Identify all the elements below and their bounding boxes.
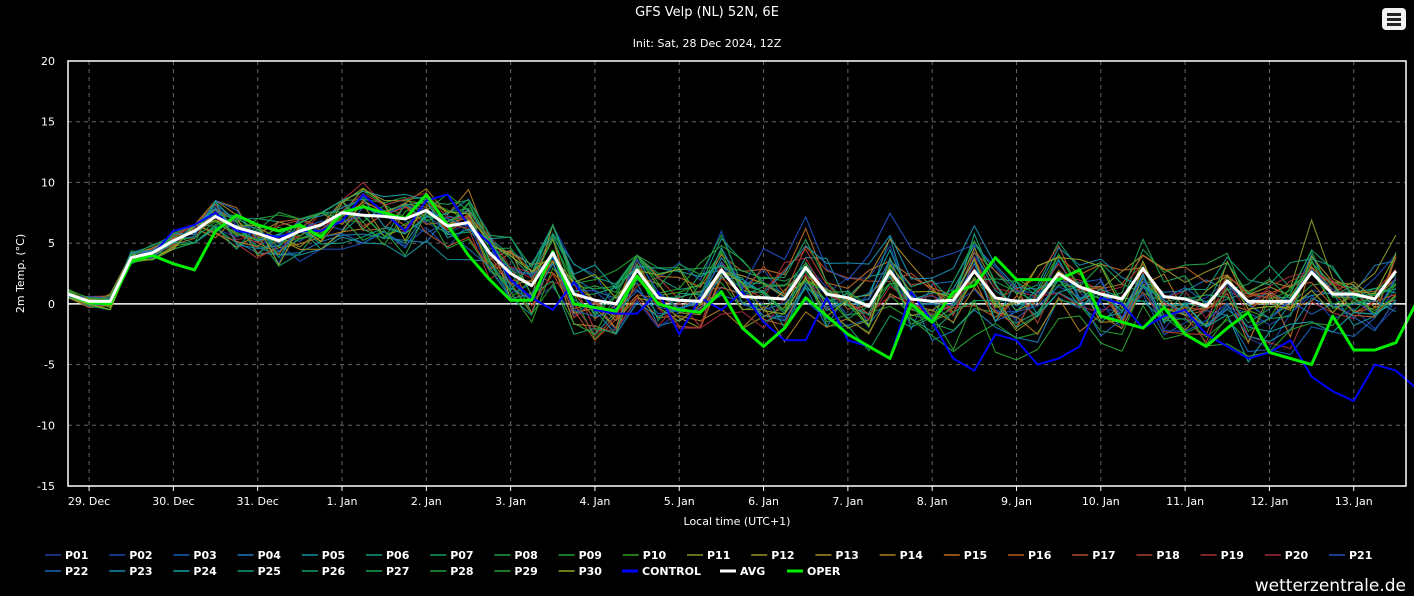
- x-tick-label: 29. Dec: [68, 495, 110, 508]
- chart-subtitle: Init: Sat, 28 Dec 2024, 12Z: [632, 37, 782, 50]
- x-axis-label: Local time (UTC+1): [684, 515, 791, 528]
- brand-watermark: wetterzentrale.de: [1254, 576, 1406, 596]
- legend-label-p14: P14: [900, 549, 924, 562]
- ensemble-line-P20: [67, 192, 1397, 337]
- x-tick-label: 4. Jan: [579, 495, 610, 508]
- x-tick-label: 11. Jan: [1166, 495, 1204, 508]
- x-tick-labels: 29. Dec 30. Dec 31. Dec 1. Jan 2. Jan 3. Jan 4…: [68, 486, 1373, 508]
- legend-label-p09: P09: [579, 549, 602, 562]
- legend-label-p10: P10: [643, 549, 667, 562]
- ensemble-line-P30: [67, 187, 1397, 328]
- legend-label-p06: P06: [386, 549, 410, 562]
- x-tick-label: 10. Jan: [1082, 495, 1120, 508]
- y-tick-label: 20: [41, 55, 55, 68]
- legend-label-p01: P01: [65, 549, 88, 562]
- chart-title: GFS Velp (NL) 52N, 6E: [635, 5, 779, 20]
- ensemble-line-P28: [67, 201, 1397, 334]
- legend-label-p07: P07: [450, 549, 473, 562]
- legend-label-p19: P19: [1221, 549, 1244, 562]
- legend-label-p04: P04: [258, 549, 282, 562]
- legend-label-avg: AVG: [740, 565, 765, 578]
- legend: P01 P02 P03 P04 P05 P06 P07 P08 P09 P10 P11 P12 P13 P…: [45, 549, 1372, 578]
- legend-label-control: CONTROL: [642, 565, 701, 578]
- x-tick-label: 8. Jan: [917, 495, 948, 508]
- x-tick-label: 9. Jan: [1001, 495, 1032, 508]
- x-tick-label: 3. Jan: [495, 495, 526, 508]
- highlight-lines: [67, 193, 1414, 402]
- legend-label-p24: P24: [193, 565, 217, 578]
- chart-grid: [68, 61, 1406, 486]
- x-tick-label: 7. Jan: [832, 495, 863, 508]
- legend-label-p03: P03: [193, 549, 216, 562]
- legend-label-p28: P28: [450, 565, 473, 578]
- legend-label-p29: P29: [514, 565, 537, 578]
- y-tick-label: -10: [37, 419, 55, 432]
- legend-label-p27: P27: [386, 565, 409, 578]
- ensemble-line-P29: [67, 209, 1397, 361]
- ensemble-line-P16: [67, 200, 1397, 330]
- legend-label-p05: P05: [322, 549, 345, 562]
- legend-label-p18: P18: [1156, 549, 1179, 562]
- ensemble-lines: [67, 181, 1397, 364]
- ensemble-line-P21: [67, 200, 1397, 332]
- legend-label-p12: P12: [771, 549, 794, 562]
- plot-frame: [67, 60, 1407, 487]
- legend-label-oper: OPER: [807, 565, 841, 578]
- legend-label-p21: P21: [1349, 549, 1372, 562]
- y-tick-labels: -15 -10 -5 0 5 10 15 20: [37, 55, 55, 493]
- legend-label-p02: P02: [129, 549, 152, 562]
- legend-label-p30: P30: [579, 565, 603, 578]
- x-tick-label: 31. Dec: [237, 495, 279, 508]
- y-tick-label: -5: [44, 359, 55, 372]
- legend-label-p20: P20: [1285, 549, 1309, 562]
- x-tick-label: 1. Jan: [327, 495, 358, 508]
- ensemble-line-P12: [67, 203, 1397, 329]
- legend-label-p08: P08: [514, 549, 537, 562]
- y-tick-label: 0: [48, 298, 55, 311]
- ensemble-line-P04: [67, 209, 1397, 343]
- legend-label-p17: P17: [1092, 549, 1115, 562]
- ensemble-line-P18: [67, 199, 1397, 325]
- x-tick-label: 30. Dec: [152, 495, 194, 508]
- series-line-oper: [67, 193, 1414, 367]
- legend-label-p15: P15: [964, 549, 987, 562]
- ensemble-line-P23: [67, 198, 1397, 342]
- legend-label-p11: P11: [707, 549, 730, 562]
- y-axis-label: 2m Temp. (°C): [14, 234, 27, 313]
- x-tick-label: 13. Jan: [1335, 495, 1373, 508]
- x-tick-label: 5. Jan: [664, 495, 695, 508]
- legend-label-p13: P13: [835, 549, 858, 562]
- y-tick-label: 5: [48, 237, 55, 250]
- hamburger-menu-icon[interactable]: [1382, 8, 1406, 30]
- ensemble-line-P25: [67, 210, 1397, 323]
- legend-label-p16: P16: [1028, 549, 1052, 562]
- series-line-avg: [67, 208, 1398, 308]
- x-tick-label: 12. Jan: [1250, 495, 1288, 508]
- legend-label-p26: P26: [322, 565, 346, 578]
- legend-label-p25: P25: [258, 565, 281, 578]
- x-tick-label: 2. Jan: [411, 495, 442, 508]
- legend-label-p22: P22: [65, 565, 88, 578]
- ensemble-line-P17: [67, 204, 1397, 342]
- y-tick-label: -15: [37, 480, 55, 493]
- y-tick-label: 10: [41, 176, 55, 189]
- y-tick-label: 15: [41, 116, 55, 129]
- legend-label-p23: P23: [129, 565, 152, 578]
- x-tick-label: 6. Jan: [748, 495, 779, 508]
